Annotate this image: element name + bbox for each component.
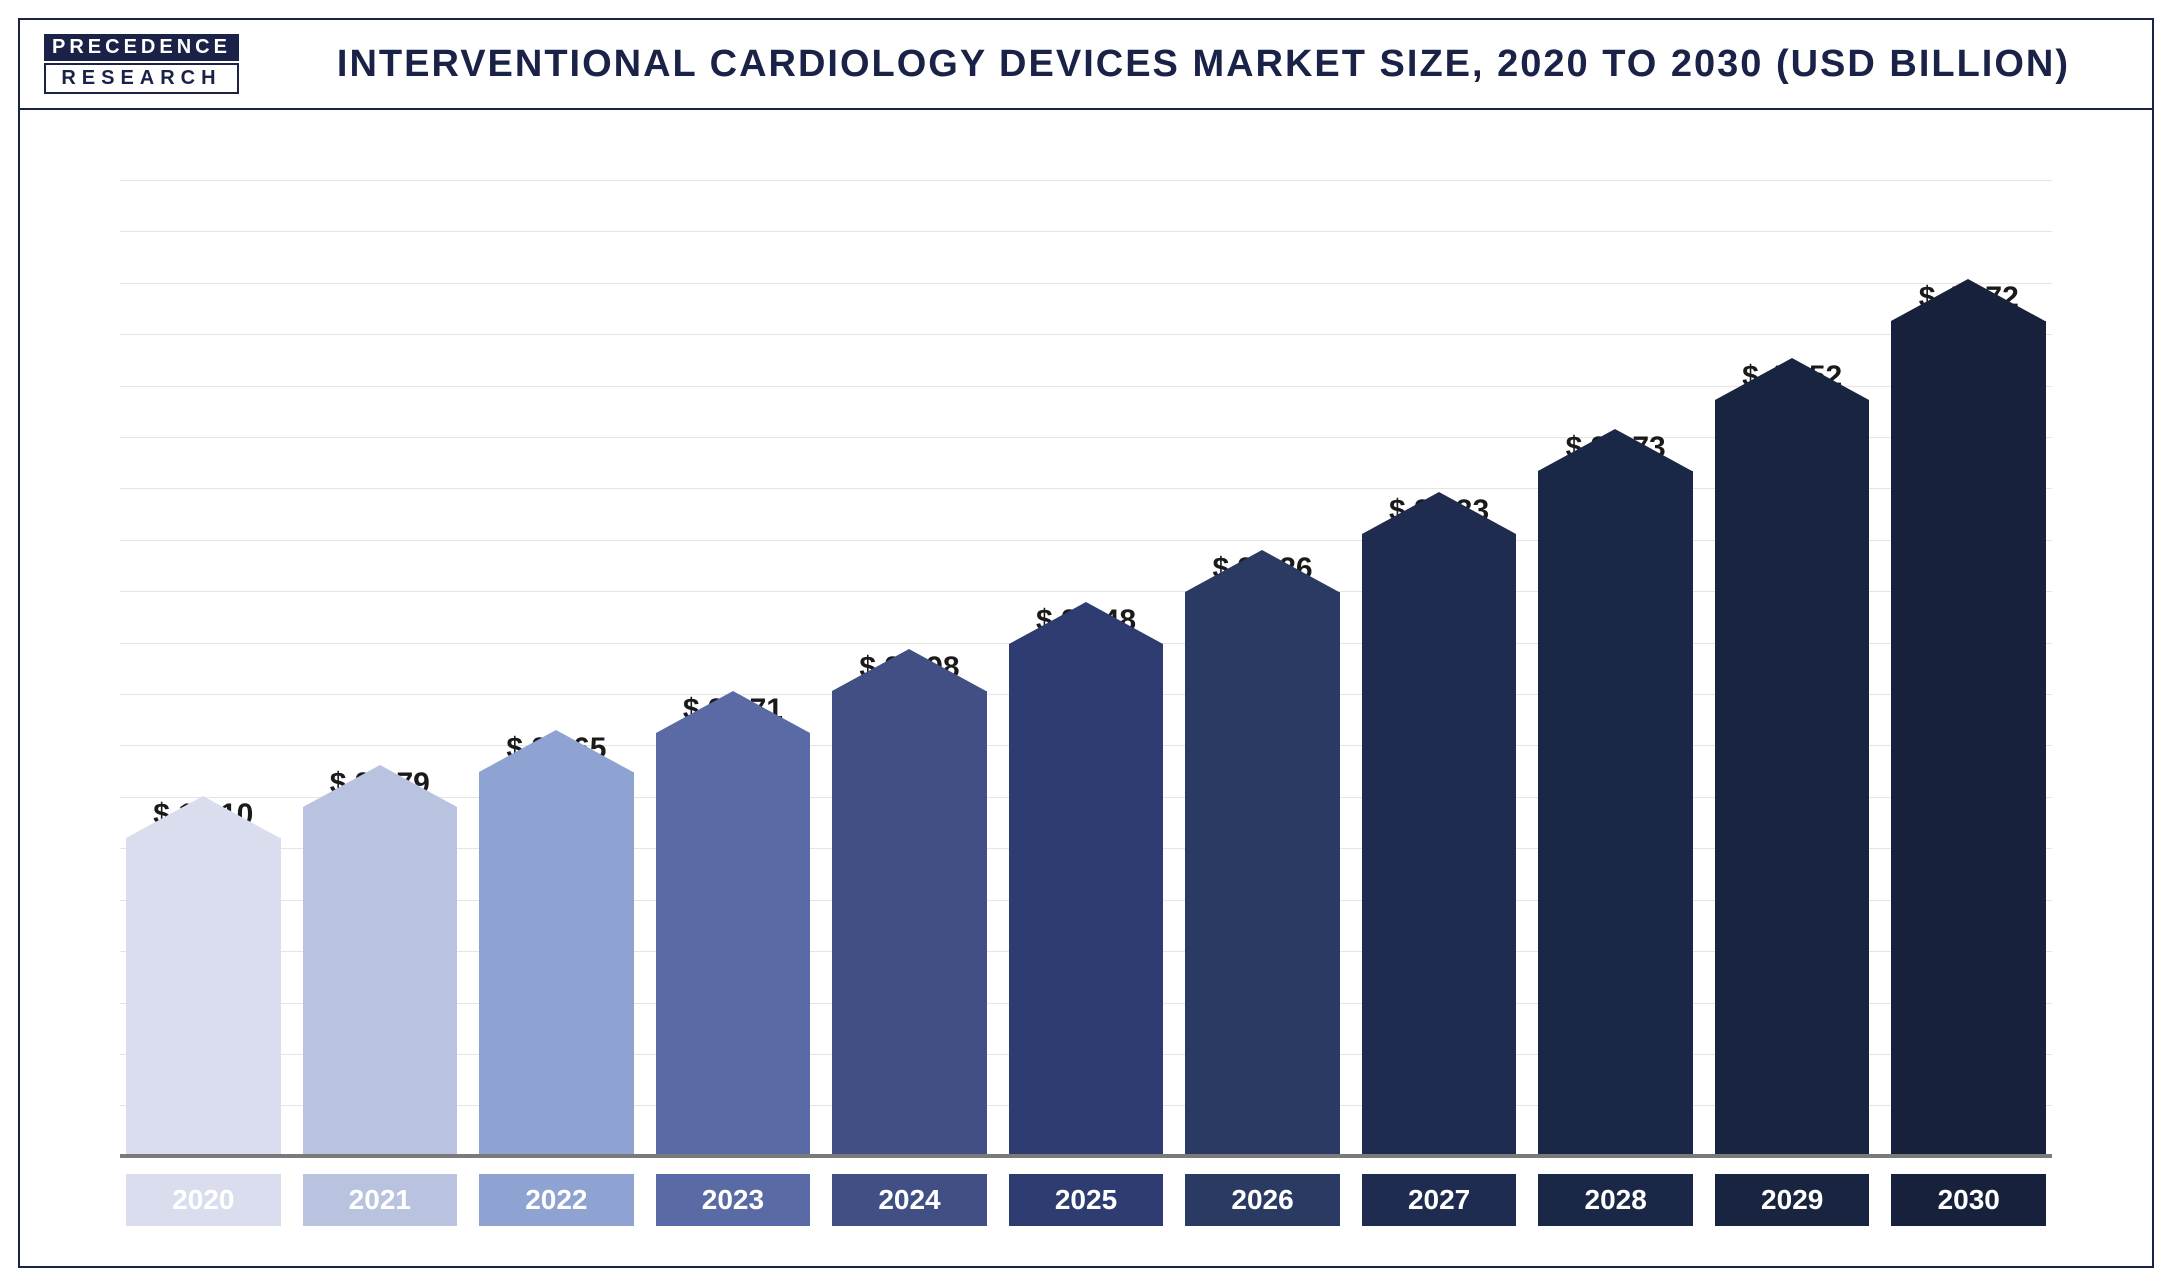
bar-shape bbox=[1538, 471, 1693, 1154]
chart-title: INTERVENTIONAL CARDIOLOGY DEVICES MARKET… bbox=[279, 43, 2128, 86]
logo-line-1: PRECEDENCE bbox=[44, 34, 239, 61]
bar-column: $ 24.71 bbox=[656, 180, 811, 1154]
bar-shape bbox=[1185, 592, 1340, 1154]
x-axis-label: 2027 bbox=[1362, 1174, 1517, 1226]
bar-column: $ 22.65 bbox=[479, 180, 634, 1154]
bar-column: $ 32.26 bbox=[1185, 180, 1340, 1154]
bar-tip bbox=[126, 796, 280, 838]
x-axis-label: 2030 bbox=[1891, 1174, 2046, 1226]
x-axis-label: 2020 bbox=[126, 1174, 281, 1226]
bar-tip bbox=[303, 765, 457, 807]
bar-column: $ 38.73 bbox=[1538, 180, 1693, 1154]
x-axis-label: 2022 bbox=[479, 1174, 634, 1226]
bar-shape bbox=[656, 733, 811, 1154]
bar-body bbox=[1185, 592, 1340, 1154]
bar-shape bbox=[1715, 400, 1870, 1154]
bar-tip bbox=[1538, 429, 1692, 471]
bar-shape bbox=[832, 691, 987, 1154]
bar-tip bbox=[1715, 358, 1869, 400]
bar-tip bbox=[832, 649, 986, 691]
bar-column: $ 26.98 bbox=[832, 180, 987, 1154]
bar-tip bbox=[1362, 492, 1516, 534]
bar-column: $ 29.48 bbox=[1009, 180, 1164, 1154]
bar-shape bbox=[126, 838, 281, 1154]
bar-body bbox=[832, 691, 987, 1154]
bar-body bbox=[1715, 400, 1870, 1154]
x-axis-label: 2025 bbox=[1009, 1174, 1164, 1226]
bar-body bbox=[479, 772, 634, 1154]
x-axis-label: 2024 bbox=[832, 1174, 987, 1226]
bar-tip bbox=[1185, 550, 1339, 592]
bar-tip bbox=[1891, 279, 2045, 321]
chart-container: PRECEDENCE RESEARCH INTERVENTIONAL CARDI… bbox=[18, 18, 2154, 1268]
bar-shape bbox=[1891, 321, 2046, 1154]
bar-body bbox=[303, 807, 458, 1154]
bar-column: $ 46.72 bbox=[1891, 180, 2046, 1154]
bar-column: $ 20.79 bbox=[303, 180, 458, 1154]
bar-body bbox=[1538, 471, 1693, 1154]
bar-body bbox=[656, 733, 811, 1154]
bar-shape bbox=[303, 807, 458, 1154]
bar-column: $ 42.52 bbox=[1715, 180, 1870, 1154]
chart-area: $ 19.10$ 20.79$ 22.65$ 24.71$ 26.98$ 29.… bbox=[20, 110, 2152, 1266]
bar-body bbox=[126, 838, 281, 1154]
x-axis-label: 2029 bbox=[1715, 1174, 1870, 1226]
x-axis-label: 2028 bbox=[1538, 1174, 1693, 1226]
bar-tip bbox=[656, 691, 810, 733]
x-axis-label: 2021 bbox=[303, 1174, 458, 1226]
x-axis-label: 2026 bbox=[1185, 1174, 1340, 1226]
x-axis: 2020 2021 2022 2023 2024 2025 2026 2027 2028 2029… bbox=[120, 1158, 2052, 1226]
bar-shape bbox=[479, 772, 634, 1154]
logo-line-2: RESEARCH bbox=[44, 63, 239, 94]
bar-body bbox=[1362, 534, 1517, 1154]
x-axis-label: 2023 bbox=[656, 1174, 811, 1226]
bar-tip bbox=[479, 730, 633, 772]
bar-tip bbox=[1009, 602, 1163, 644]
bar-body bbox=[1009, 644, 1164, 1154]
brand-logo: PRECEDENCE RESEARCH bbox=[44, 34, 239, 94]
header: PRECEDENCE RESEARCH INTERVENTIONAL CARDI… bbox=[20, 20, 2152, 110]
bar-body bbox=[1891, 321, 2046, 1154]
bar-column: $ 19.10 bbox=[126, 180, 281, 1154]
bars-group: $ 19.10$ 20.79$ 22.65$ 24.71$ 26.98$ 29.… bbox=[120, 180, 2052, 1158]
bar-shape bbox=[1009, 644, 1164, 1154]
plot-region: $ 19.10$ 20.79$ 22.65$ 24.71$ 26.98$ 29.… bbox=[120, 180, 2052, 1158]
bar-column: $ 35.33 bbox=[1362, 180, 1517, 1154]
bar-shape bbox=[1362, 534, 1517, 1154]
